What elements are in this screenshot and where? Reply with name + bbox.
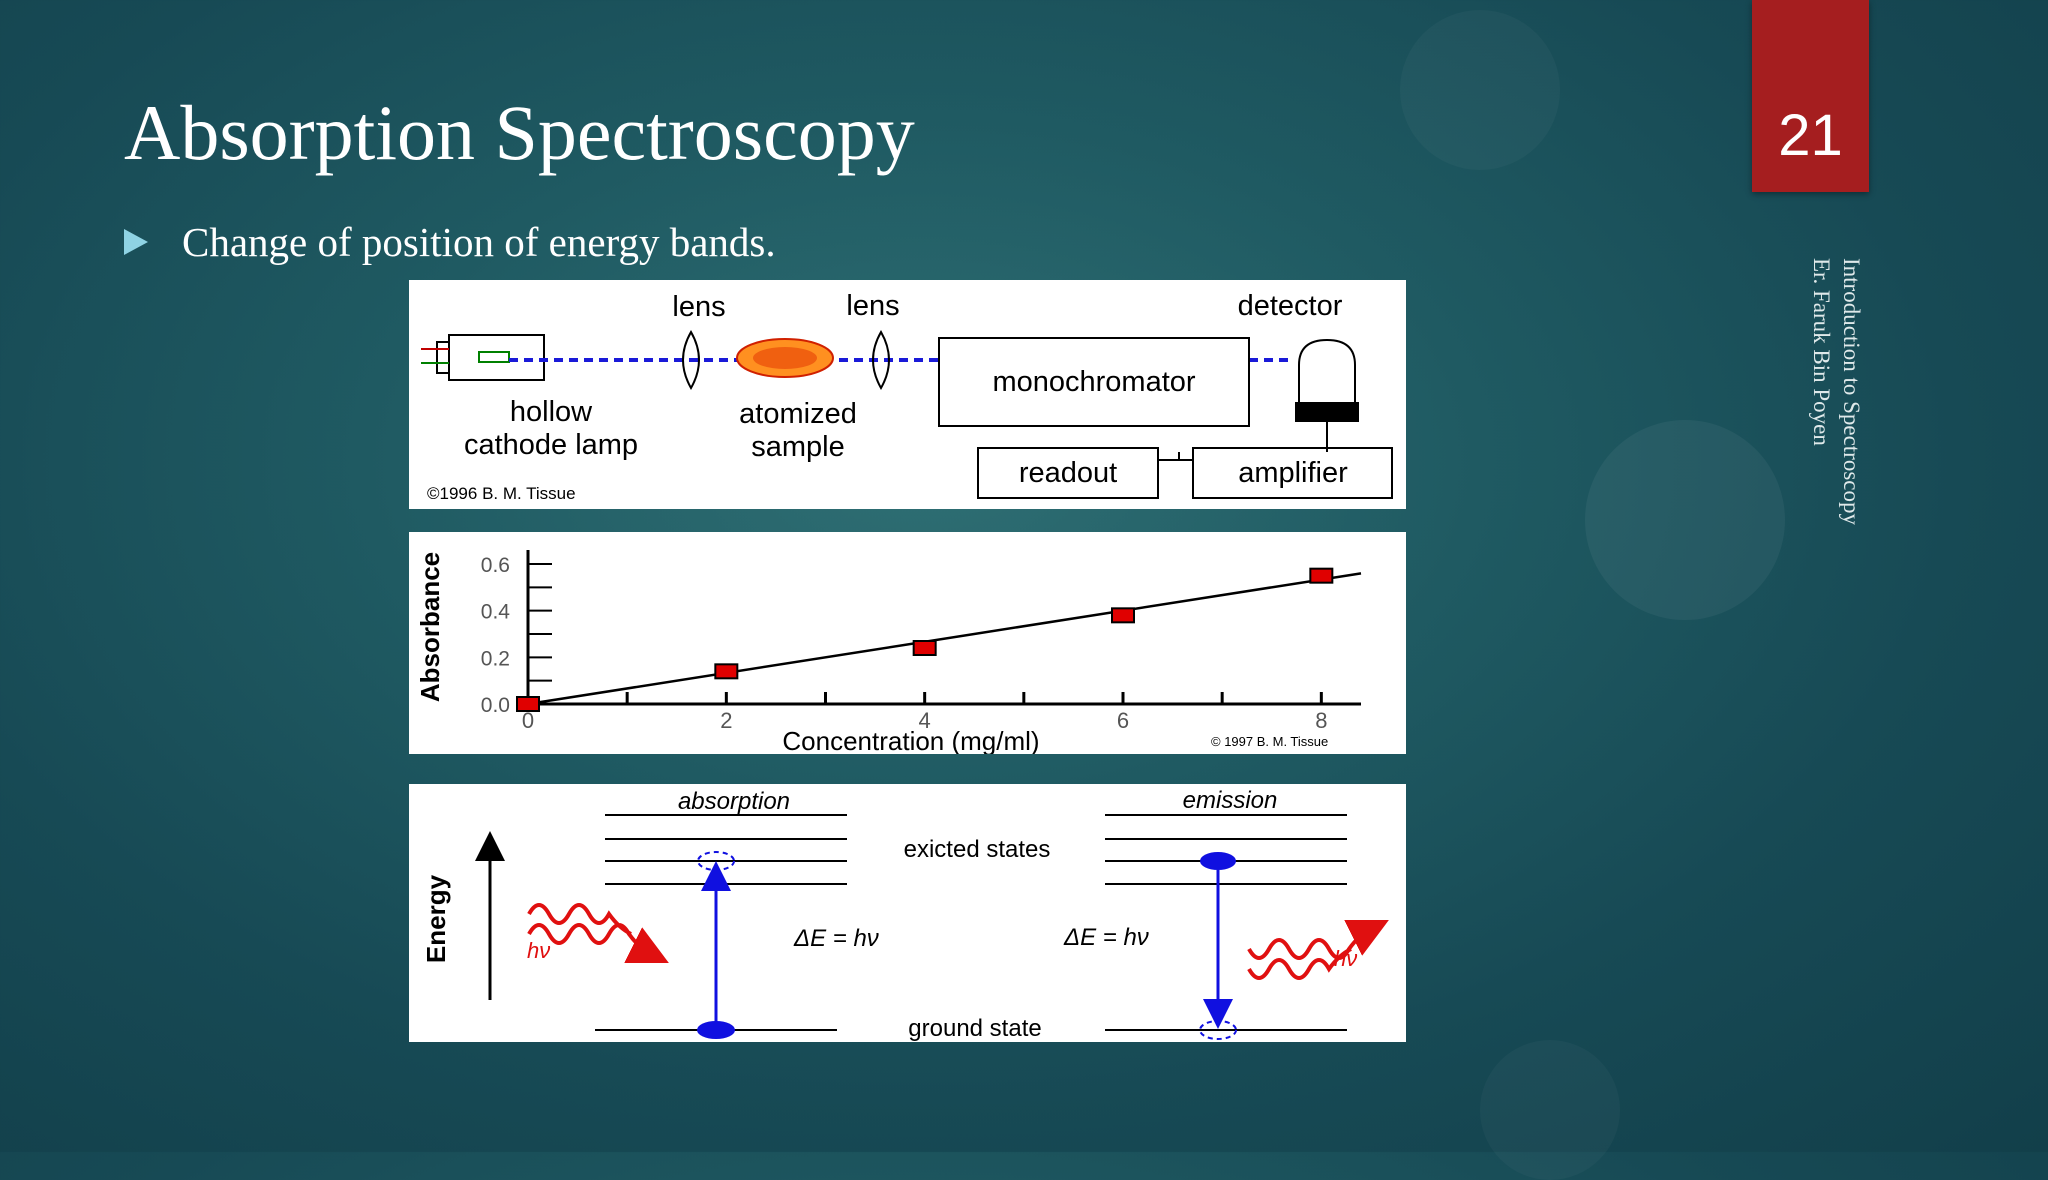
detector-label: detector [1238,290,1343,322]
emitted-photon-icon [1247,929,1371,980]
background-bokeh [1480,1040,1620,1180]
delta-e-label: ΔE = hν [793,925,879,952]
background-bokeh [1585,420,1785,620]
emission-label: emission [1183,787,1278,814]
excited-states-label: exicted states [904,836,1051,863]
page-number-badge: 21 [1752,0,1869,192]
footer-author: Er. Faruk Bin Poyen [1809,258,1834,446]
page-number: 21 [1778,103,1843,168]
instrument-diagram: lens lens detector monochromator hollow … [409,280,1406,509]
lens-label: lens [846,290,899,322]
copyright-label: ©1996 B. M. Tissue [427,484,576,503]
data-point [912,640,937,656]
y-tick-label: 0.0 [481,694,510,717]
y-tick-label: 0.2 [481,647,510,670]
amplifier-label: amplifier [1238,457,1348,489]
lamp-label: hollow [510,396,593,428]
data-point [714,663,739,680]
x-tick-label: 0 [522,708,534,733]
ground-state-label: ground state [908,1015,1041,1042]
bullet-item: Change of position of energy bands. [124,214,776,270]
data-point [1309,567,1334,584]
triangle-bullet-icon [124,229,148,255]
x-tick-label: 2 [720,708,732,733]
slide-title: Absorption Spectroscopy [124,89,915,176]
monochromator-box [938,337,1250,427]
x-axis-label: Concentration (mg/ml) [782,726,1039,754]
y-tick-label: 0.4 [481,601,511,624]
calibration-chart: 0 2 4 6 8 0.0 0.2 0.4 0.6 Absorbance Concentrati… [409,532,1406,754]
lens-icon [682,329,890,391]
emission-transition [1199,852,1237,1040]
x-tick-label: 6 [1117,708,1129,733]
energy-axis-label: Energy [421,874,451,963]
readout-label: readout [1019,457,1117,489]
lens-label: lens [672,291,725,323]
energy-level-diagram: absorption emission exicted states groun… [409,784,1406,1042]
footer-course-title: Introduction to Spectroscopy [1839,258,1864,526]
atomized-sample-icon [736,338,834,378]
amplifier-box [1192,447,1393,499]
delta-e-label: ΔE = hν [1063,924,1149,951]
sample-label: sample [751,431,845,463]
copyright-label: © 1997 B. M. Tissue [1211,734,1328,749]
hollow-cathode-lamp-icon [421,334,545,381]
photon-label: hν [1334,946,1357,971]
data-point [516,696,540,712]
readout-box [977,447,1159,499]
x-tick-label: 8 [1315,708,1327,733]
y-tick-label: 0.6 [481,554,510,577]
absorption-label: absorption [678,788,790,815]
background-bokeh [1400,10,1560,170]
monochromator-label: monochromator [992,366,1195,398]
detector-icon [1295,338,1359,452]
bullet-text: Change of position of energy bands. [182,219,776,265]
lamp-label: cathode lamp [464,429,638,461]
x-tick-label: 4 [919,708,931,733]
fit-line [527,572,1362,706]
data-point [1111,607,1135,624]
sample-label: atomized [739,398,857,430]
incoming-photon-icon [527,903,651,954]
photon-label: hν [527,938,550,963]
absorption-transition [697,851,735,1039]
y-axis-label: Absorbance [415,552,445,702]
